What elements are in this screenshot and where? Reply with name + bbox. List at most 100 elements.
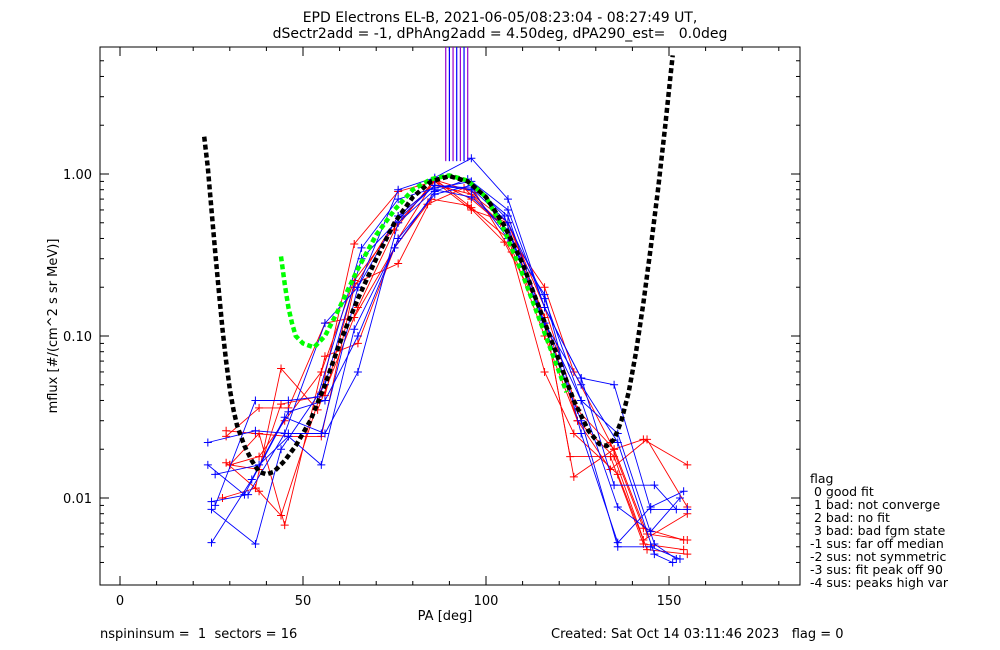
data-point [251,396,260,405]
data-point [207,505,216,514]
legend-item: 2 bad: no fit [810,510,890,525]
data-point [251,540,260,549]
series-line [229,179,688,541]
data-point [353,283,362,292]
data-point [679,487,688,496]
data-point [500,212,509,221]
fit-curve-black [201,55,675,477]
data-point [610,380,619,389]
data-point [255,403,264,412]
data-point [643,435,652,444]
data-point [211,470,220,479]
data-point [540,294,549,303]
data-point [613,502,622,511]
data-point [683,505,692,514]
data-point [240,490,249,499]
data-point [675,494,684,502]
x-tick-label: 150 [657,594,682,609]
series-line [214,180,677,510]
data-point [320,429,329,438]
plot-area [201,47,692,567]
x-tick-label: 100 [474,594,499,609]
data-point [540,303,549,312]
data-point [390,243,399,252]
series-line [211,189,673,563]
data-point [500,238,509,247]
data-point [207,497,216,506]
data-point [679,545,688,554]
data-point [280,521,289,530]
data-point [503,205,512,214]
x-tick-label: 0 [116,594,124,609]
series-line [225,187,684,541]
data-point [255,460,264,469]
series-line [207,184,681,533]
data-point [350,325,359,334]
series-line [229,198,684,551]
data-point [394,185,403,194]
data-point [247,475,256,484]
data-point [320,396,329,405]
data-point [679,536,688,545]
data-point [353,367,362,376]
data-point [646,542,655,551]
chart-title-line1: EPD Electrons EL-B, 2021-06-05/08:23:04 … [302,10,698,26]
data-point [540,283,549,292]
data-point [353,303,362,312]
data-point [357,243,366,252]
data-point [350,239,359,248]
legend-item: 0 good fit [810,484,874,499]
data-point [284,407,293,416]
data-point [569,472,578,481]
legend-heading: flag [810,471,834,486]
fit-curve-green [278,173,569,393]
data-point [613,542,622,551]
footer-left: nspininsum = 1 sectors = 16 [100,627,298,642]
legend-item: -3 sus: fit peak off 90 [810,562,943,577]
data-point [577,380,586,389]
data-point [353,332,362,340]
data-point [569,429,578,438]
legend-item: -2 sus: not symmetric [810,549,947,564]
data-point [320,319,329,328]
data-point [251,426,260,435]
data-point [540,367,549,376]
data-point [222,432,231,441]
data-point [277,400,286,409]
series-line [215,178,681,560]
legend-item: -4 sus: peaks high var [810,575,949,590]
data-point [353,339,362,348]
data-point [320,352,329,361]
data-point [463,201,472,210]
data-point [650,550,659,559]
footer-right: Created: Sat Oct 14 03:11:46 2023 flag =… [551,627,844,642]
legend-item: -1 sus: far off median [810,536,944,551]
y-tick-label: 0.10 [63,330,92,345]
data-point [280,413,289,422]
y-axis-label: mflux [#/(cm^2 s sr MeV)] [46,239,61,414]
data-point [650,481,659,490]
data-point [394,259,403,268]
series-line [211,184,684,544]
data-point [394,195,403,204]
data-point [610,481,619,490]
data-point [566,452,575,461]
data-point [207,538,216,547]
chart-title-line2: dSectr2add = -1, dPhAng2add = 4.50deg, d… [272,26,728,42]
data-point [683,460,692,469]
data-point [467,193,476,202]
data-point [284,432,293,441]
data-point [211,501,220,510]
x-tick-label: 50 [295,594,312,609]
data-point [646,502,655,511]
y-tick-label: 1.00 [63,168,92,183]
y-tick-label: 0.01 [63,492,92,507]
data-point [503,195,512,204]
data-point [284,396,293,405]
data-point [277,364,286,373]
data-point [668,558,677,567]
data-point [606,452,615,461]
series-line [225,180,688,517]
data-point [467,154,476,163]
data-point [203,438,212,447]
